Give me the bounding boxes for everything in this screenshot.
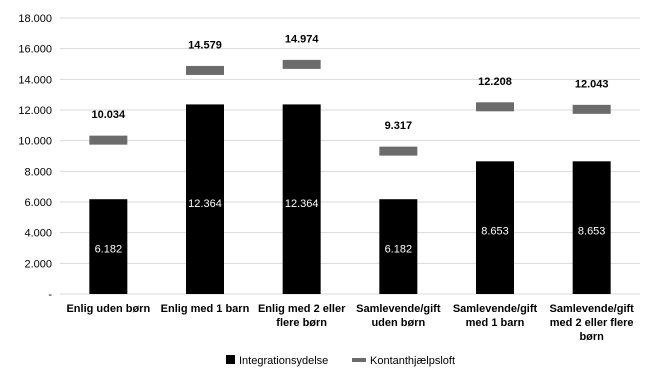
y-tick-label: 6.000 xyxy=(24,197,52,209)
bar-value-label: 6.182 xyxy=(385,244,413,256)
cap-marker xyxy=(379,146,418,156)
bar-value-label: 12.364 xyxy=(188,198,222,210)
cap-markers: 10.034 14.579 14.974 9.317 12.208 12.043 xyxy=(89,33,611,156)
cap-value-label: 12.043 xyxy=(575,78,609,90)
y-tick-label: 2.000 xyxy=(24,258,52,270)
legend-swatch-dash xyxy=(352,358,366,362)
x-category-label: Samlevende/gift med 1 barn xyxy=(453,303,538,329)
bar xyxy=(379,199,418,294)
bar xyxy=(282,104,321,294)
y-tick-label: 8.000 xyxy=(24,166,52,178)
y-axis-ticks: - 2.000 4.000 6.000 8.000 10.000 12.000 14.000 1… xyxy=(18,13,52,301)
cap-marker xyxy=(572,104,611,114)
y-tick-label: 10.000 xyxy=(18,136,52,148)
cap-value-label: 9.317 xyxy=(385,120,413,132)
bar-value-label: 6.182 xyxy=(95,244,123,256)
y-tick-label: 18.000 xyxy=(18,13,52,25)
x-category-label: Samlevende/gift med 2 eller flere børn xyxy=(549,303,634,343)
legend-label: Integrationsydelse xyxy=(239,355,328,367)
gridlines xyxy=(60,17,640,295)
x-category-label: Enlig uden børn xyxy=(66,303,150,315)
cap-value-label: 14.974 xyxy=(285,33,320,45)
cap-marker xyxy=(186,65,224,75)
y-tick-label: 4.000 xyxy=(24,228,52,240)
legend-item-integrationsydelse: Integrationsydelse xyxy=(226,355,328,367)
bar xyxy=(89,199,128,294)
bar xyxy=(476,161,514,294)
cap-marker xyxy=(89,135,128,145)
x-category-label: Samlevende/gift uden børn xyxy=(356,303,441,329)
bar xyxy=(572,161,611,294)
y-tick-label: 14.000 xyxy=(18,74,52,86)
legend-item-kontanthjaelpsloft: Kontanthjælpsloft xyxy=(352,355,455,367)
y-tick-label: 16.000 xyxy=(18,44,52,56)
cap-marker xyxy=(282,59,321,69)
x-axis-categories: Enlig uden børn Enlig med 1 barn Enlig med… xyxy=(66,303,634,343)
cap-marker xyxy=(476,102,514,112)
legend-swatch-bar xyxy=(226,355,235,364)
bar xyxy=(186,104,224,294)
bars: 6.182 12.364 12.364 6.182 8.653 8.653 xyxy=(89,104,611,294)
legend: Integrationsydelse Kontanthjælpsloft xyxy=(226,355,455,367)
legend-label: Kontanthjælpsloft xyxy=(370,355,455,367)
cap-value-label: 10.034 xyxy=(92,109,127,121)
cap-value-label: 12.208 xyxy=(478,76,512,88)
bar-value-label: 12.364 xyxy=(285,198,319,210)
cap-value-label: 14.579 xyxy=(188,39,222,51)
y-tick-label: 12.000 xyxy=(18,105,52,117)
x-category-label: Enlig med 2 eller flere børn xyxy=(258,303,346,329)
bar-value-label: 8.653 xyxy=(481,225,509,237)
x-category-label: Enlig med 1 barn xyxy=(161,303,250,315)
bar-value-label: 8.653 xyxy=(578,225,606,237)
y-tick-label: - xyxy=(48,289,52,301)
